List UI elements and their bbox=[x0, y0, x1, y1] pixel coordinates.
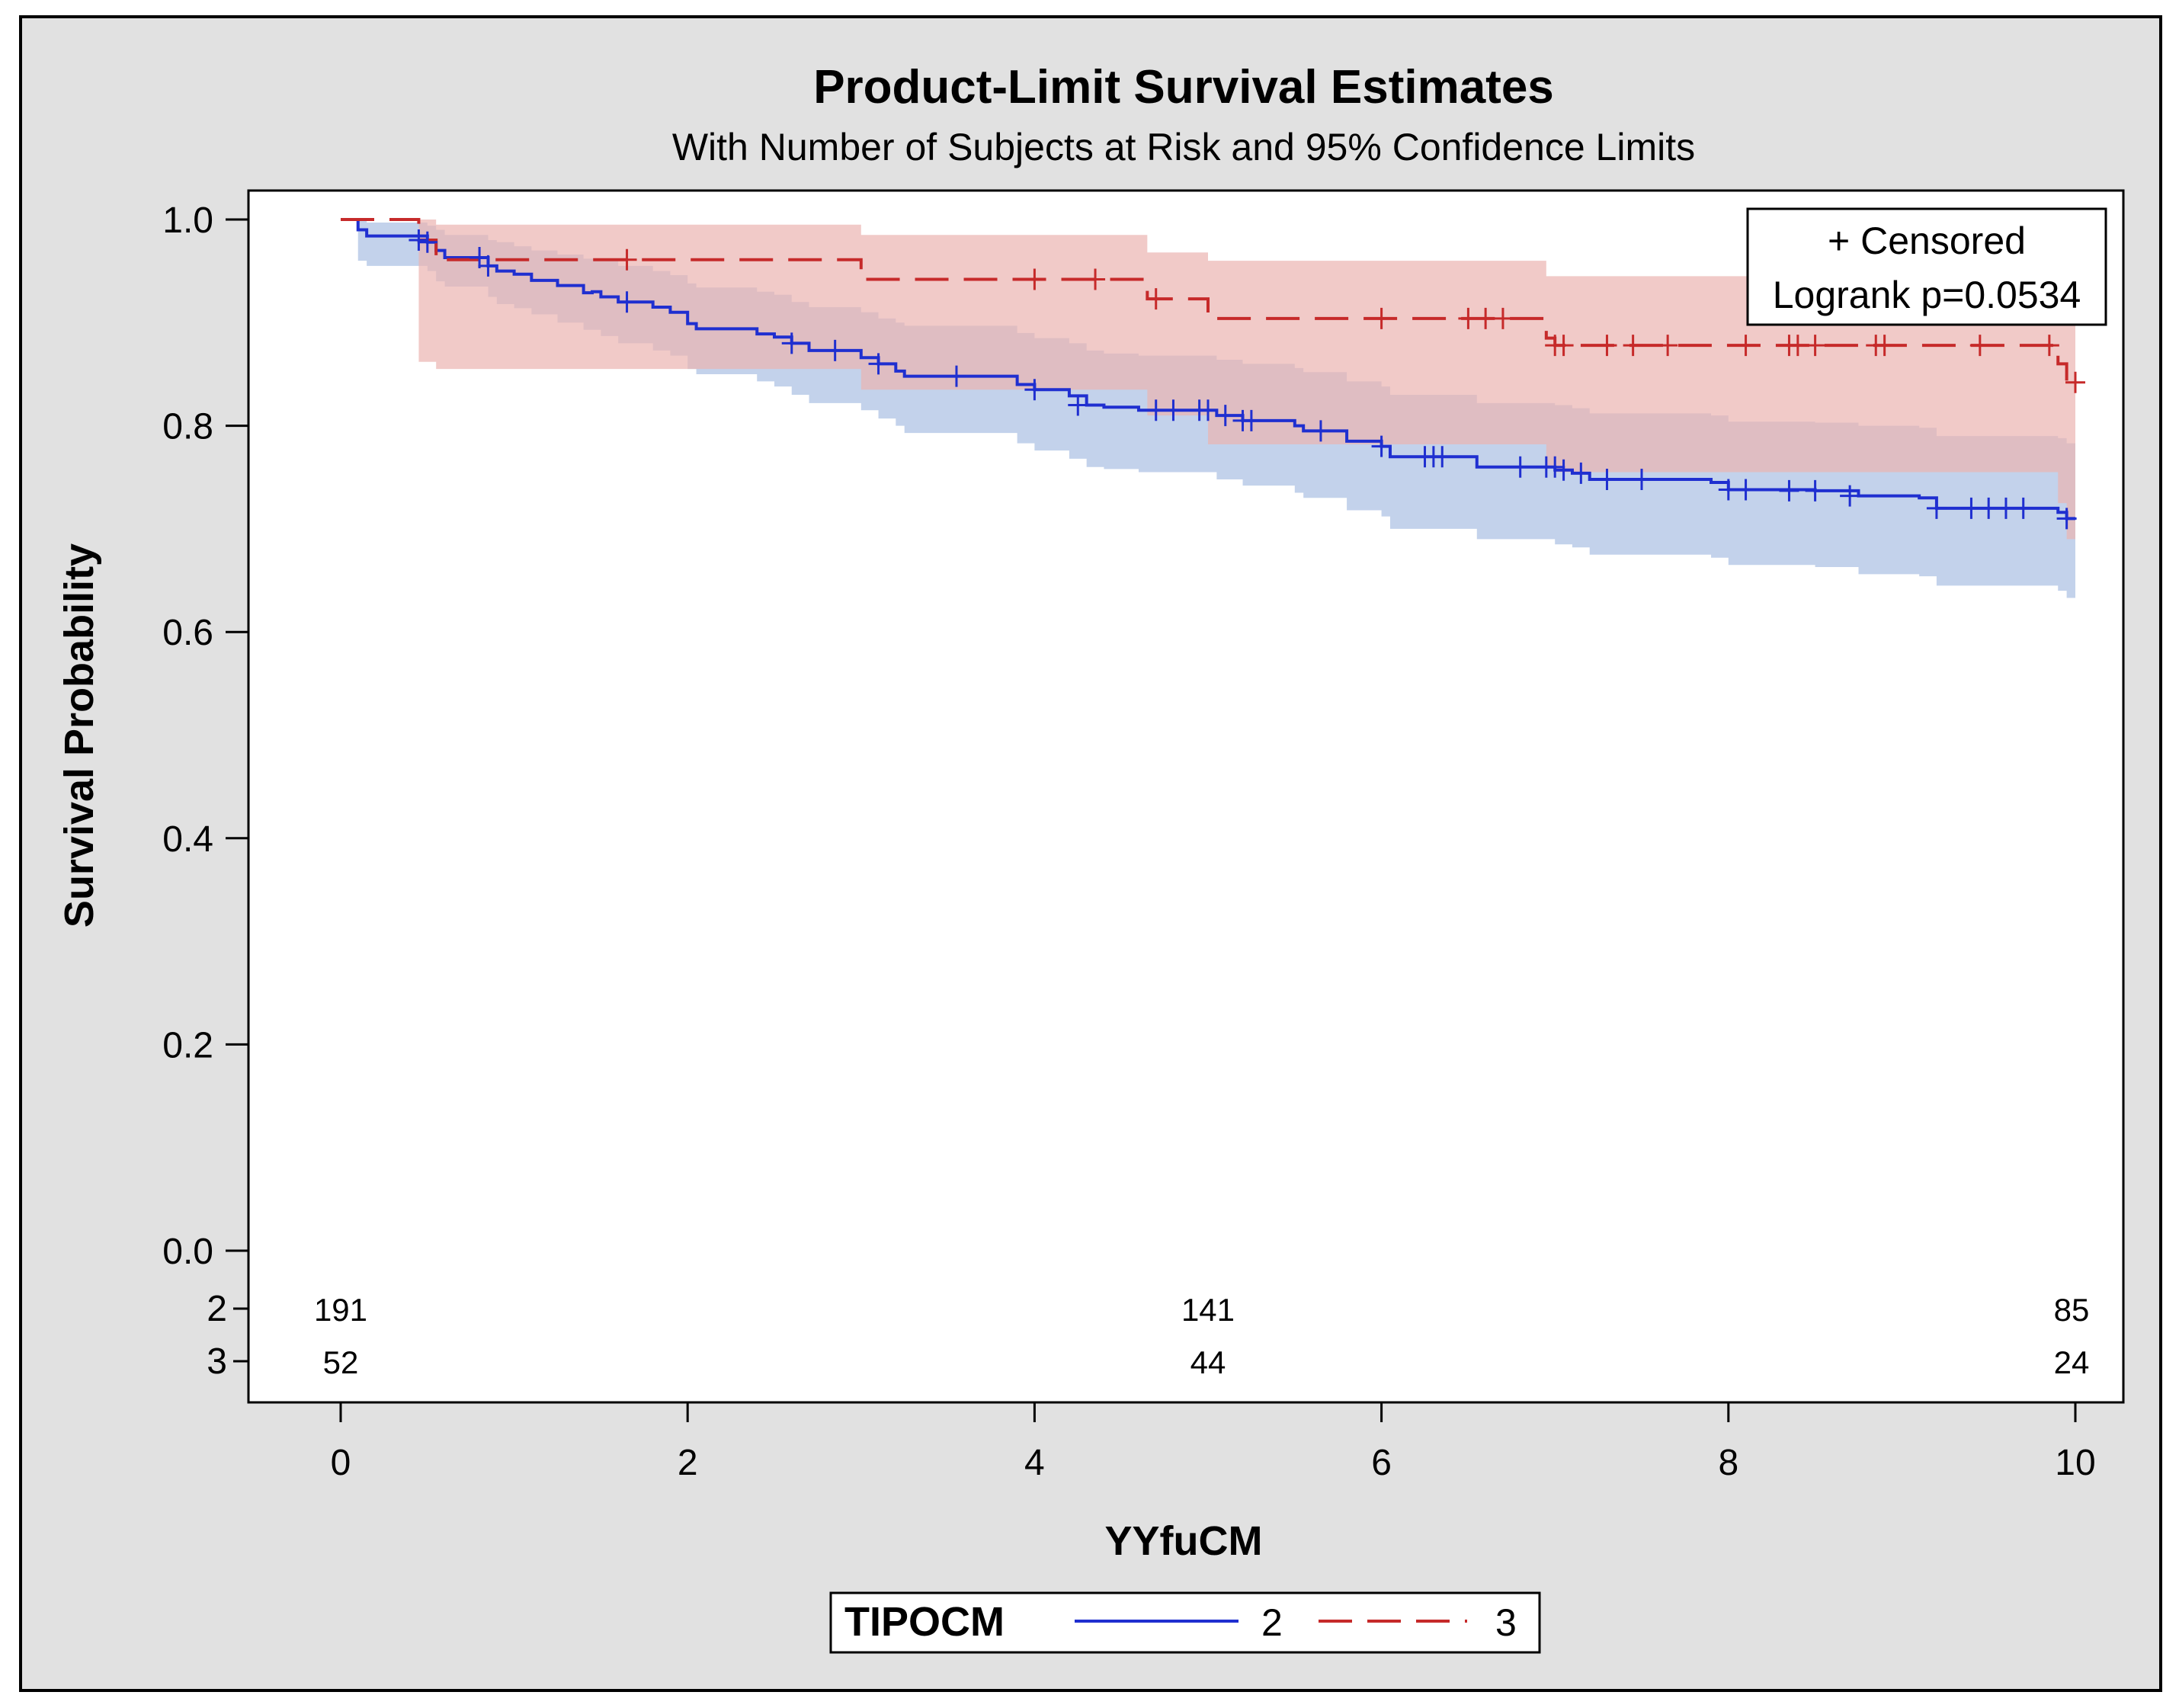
censor-mark-3 bbox=[1735, 335, 1756, 357]
y-axis: 0.0 0.2 0.4 0.6 0.8 1.0 bbox=[162, 200, 248, 1272]
censor-mark-3 bbox=[2065, 371, 2085, 393]
x-tick-label: 4 bbox=[1024, 1443, 1045, 1483]
censor-mark-2 bbox=[1215, 405, 1235, 427]
censor-mark-3 bbox=[1623, 335, 1643, 357]
x-tick-label: 0 bbox=[331, 1443, 351, 1483]
censor-mark-2 bbox=[617, 291, 637, 313]
at-risk-count: 44 bbox=[1190, 1344, 1226, 1380]
censor-mark-2 bbox=[868, 353, 889, 375]
at-risk-count: 85 bbox=[2054, 1292, 2090, 1328]
y-tick-label: 0.6 bbox=[162, 613, 213, 653]
at-risk-table: 2 191 141 85 3 52 44 24 bbox=[207, 1289, 2089, 1382]
y-tick-label: 1.0 bbox=[162, 200, 213, 241]
censor-mark-2 bbox=[1163, 399, 1184, 421]
censor-mark-2 bbox=[1735, 479, 1756, 501]
censor-mark-2 bbox=[2013, 497, 2033, 519]
censor-mark-2 bbox=[1198, 399, 1218, 421]
chart-title: Product-Limit Survival Estimates bbox=[813, 61, 1554, 114]
legend: TIPOCM 2 3 bbox=[829, 1591, 1541, 1654]
censor-mark-2 bbox=[1961, 497, 1982, 519]
censor-mark-3 bbox=[1553, 335, 1574, 357]
censor-mark-2 bbox=[1371, 435, 1392, 457]
censor-mark-3 bbox=[1492, 307, 1513, 329]
censor-mark-2 bbox=[1718, 479, 1738, 501]
censor-mark-2 bbox=[1597, 468, 1617, 490]
censor-mark-2 bbox=[1779, 479, 1799, 502]
at-risk-group-label: 2 bbox=[207, 1289, 227, 1329]
confidence-band-3 bbox=[341, 220, 2075, 540]
y-tick-label: 0.2 bbox=[162, 1025, 213, 1065]
censor-mark-2 bbox=[1510, 456, 1530, 478]
legend-label-3: 3 bbox=[1495, 1601, 1517, 1644]
y-tick-label: 0.4 bbox=[162, 819, 213, 860]
censor-mark-3 bbox=[1805, 335, 1825, 357]
censor-mark-3 bbox=[1787, 335, 1808, 357]
x-axis: 0 2 4 6 8 10 bbox=[331, 1402, 2096, 1483]
x-tick-label: 8 bbox=[1718, 1443, 1738, 1483]
legend-label-2: 2 bbox=[1261, 1601, 1283, 1644]
censor-mark-3 bbox=[1371, 307, 1392, 329]
censor-mark-3 bbox=[1085, 268, 1106, 290]
x-tick-label: 2 bbox=[678, 1443, 698, 1483]
censor-mark-2 bbox=[1310, 420, 1331, 442]
censor-mark-2 bbox=[1632, 468, 1652, 490]
censor-mark-3 bbox=[1458, 307, 1479, 329]
at-risk-count: 191 bbox=[314, 1292, 367, 1328]
censored-label: + Censored bbox=[1828, 220, 2026, 262]
at-risk-count: 141 bbox=[1181, 1292, 1235, 1328]
censor-mark-2 bbox=[1805, 479, 1825, 502]
inset-frame bbox=[1746, 207, 2107, 326]
censor-mark-2 bbox=[1995, 497, 2016, 519]
censor-mark-2 bbox=[1926, 497, 1947, 519]
censor-mark-2 bbox=[946, 365, 966, 387]
censor-mark-2 bbox=[478, 255, 498, 277]
logrank-label: Logrank p=0.0534 bbox=[1773, 274, 2081, 316]
censor-mark-3 bbox=[1658, 335, 1678, 357]
inset-box: + Censored Logrank p=0.0534 bbox=[1746, 207, 2107, 326]
censor-mark-2 bbox=[1545, 456, 1565, 478]
y-tick-label: 0.0 bbox=[162, 1232, 213, 1272]
censor-mark-2 bbox=[1241, 409, 1261, 431]
censor-mark-2 bbox=[2056, 508, 2077, 530]
censor-mark-3 bbox=[1597, 335, 1617, 357]
y-axis-label: Survival Probability bbox=[56, 543, 102, 928]
censor-mark-2 bbox=[1024, 379, 1045, 401]
chart-subtitle: With Number of Subjects at Risk and 95% … bbox=[672, 126, 1695, 168]
x-tick-label: 6 bbox=[1371, 1443, 1392, 1483]
at-risk-group-label: 3 bbox=[207, 1341, 227, 1382]
censor-mark-3 bbox=[2039, 335, 2059, 357]
at-risk-count: 52 bbox=[323, 1344, 359, 1380]
censor-mark-2 bbox=[417, 231, 437, 253]
x-tick-label: 10 bbox=[2055, 1443, 2095, 1483]
censor-mark-2 bbox=[1979, 497, 1999, 519]
censor-mark-3 bbox=[1024, 268, 1045, 290]
censor-mark-2 bbox=[1068, 394, 1088, 416]
censor-mark-2 bbox=[1432, 446, 1453, 468]
censor-markers bbox=[409, 229, 2085, 530]
censor-mark-3 bbox=[1874, 335, 1895, 357]
censor-mark-3 bbox=[1146, 288, 1166, 310]
x-axis-label: YYfuCM bbox=[1105, 1518, 1263, 1564]
censor-mark-2 bbox=[1146, 399, 1166, 421]
censor-mark-2 bbox=[1571, 462, 1591, 484]
censor-mark-2 bbox=[781, 332, 802, 354]
survival-curve-3 bbox=[341, 218, 2075, 384]
censor-mark-2 bbox=[825, 339, 845, 361]
censor-mark-2 bbox=[1553, 459, 1574, 481]
legend-title: TIPOCM bbox=[844, 1599, 1005, 1645]
censor-mark-2 bbox=[1840, 485, 1860, 507]
at-risk-count: 24 bbox=[2054, 1344, 2090, 1380]
censor-mark-2 bbox=[409, 229, 429, 252]
censor-mark-3 bbox=[617, 248, 637, 271]
censor-mark-3 bbox=[1476, 307, 1496, 329]
y-tick-label: 0.8 bbox=[162, 407, 213, 447]
censor-mark-3 bbox=[1969, 335, 1990, 357]
